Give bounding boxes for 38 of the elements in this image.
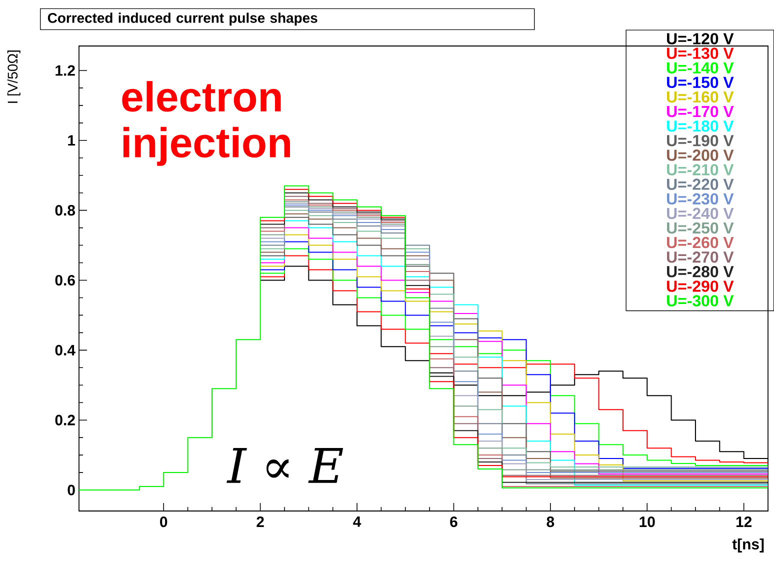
text: U=-190 V — [667, 134, 734, 146]
y-tick-label: 0.6 — [55, 274, 75, 286]
text: U=-290 V — [667, 280, 734, 292]
text: U=-180 V — [667, 120, 734, 132]
x-tick-label: 8 — [546, 516, 554, 528]
text: U=-210 V — [667, 164, 734, 176]
text: U=-140 V — [667, 62, 734, 74]
text: U=-240 V — [667, 208, 734, 220]
x-tick-label: 6 — [450, 516, 458, 528]
x-tick-label: 2 — [256, 516, 264, 527]
x-tick-label: 0 — [160, 516, 168, 528]
y-tick-label: 0.8 — [55, 205, 76, 216]
text: U=-120 V — [667, 33, 734, 44]
x-axis-title: t[ns] — [732, 538, 764, 552]
y-tick-label: 0 — [68, 484, 75, 496]
text: U=-280 V — [667, 266, 734, 278]
y-tick-label: 0.4 — [55, 344, 76, 356]
text: U=-230 V — [667, 193, 734, 205]
x-tick-label: 4 — [353, 516, 362, 527]
text: U=-170 V — [667, 106, 734, 118]
text: U=-130 V — [667, 48, 734, 59]
y-tick-label: 1 — [68, 135, 76, 146]
text: U=-150 V — [667, 76, 734, 88]
text: U=-300 V — [667, 295, 734, 306]
text: U=-250 V — [667, 222, 734, 234]
text: U=-270 V — [667, 251, 734, 263]
annotation: electron injection — [122, 81, 290, 166]
chart-title: Corrected induced current pulse shapes — [48, 12, 318, 26]
annotation: I ∝ E — [226, 448, 344, 483]
y-tick-label: 0.2 — [55, 414, 75, 426]
x-tick-label: 12 — [736, 516, 752, 527]
y-axis-title: I [V/50Ω] — [7, 50, 20, 103]
text: U=-200 V — [667, 150, 734, 161]
text: U=-160 V — [667, 91, 734, 103]
y-tick-label: 1.2 — [56, 65, 75, 76]
x-tick-label: 10 — [640, 516, 655, 528]
text: U=-260 V — [667, 236, 734, 248]
text: U=-220 V — [667, 178, 734, 190]
